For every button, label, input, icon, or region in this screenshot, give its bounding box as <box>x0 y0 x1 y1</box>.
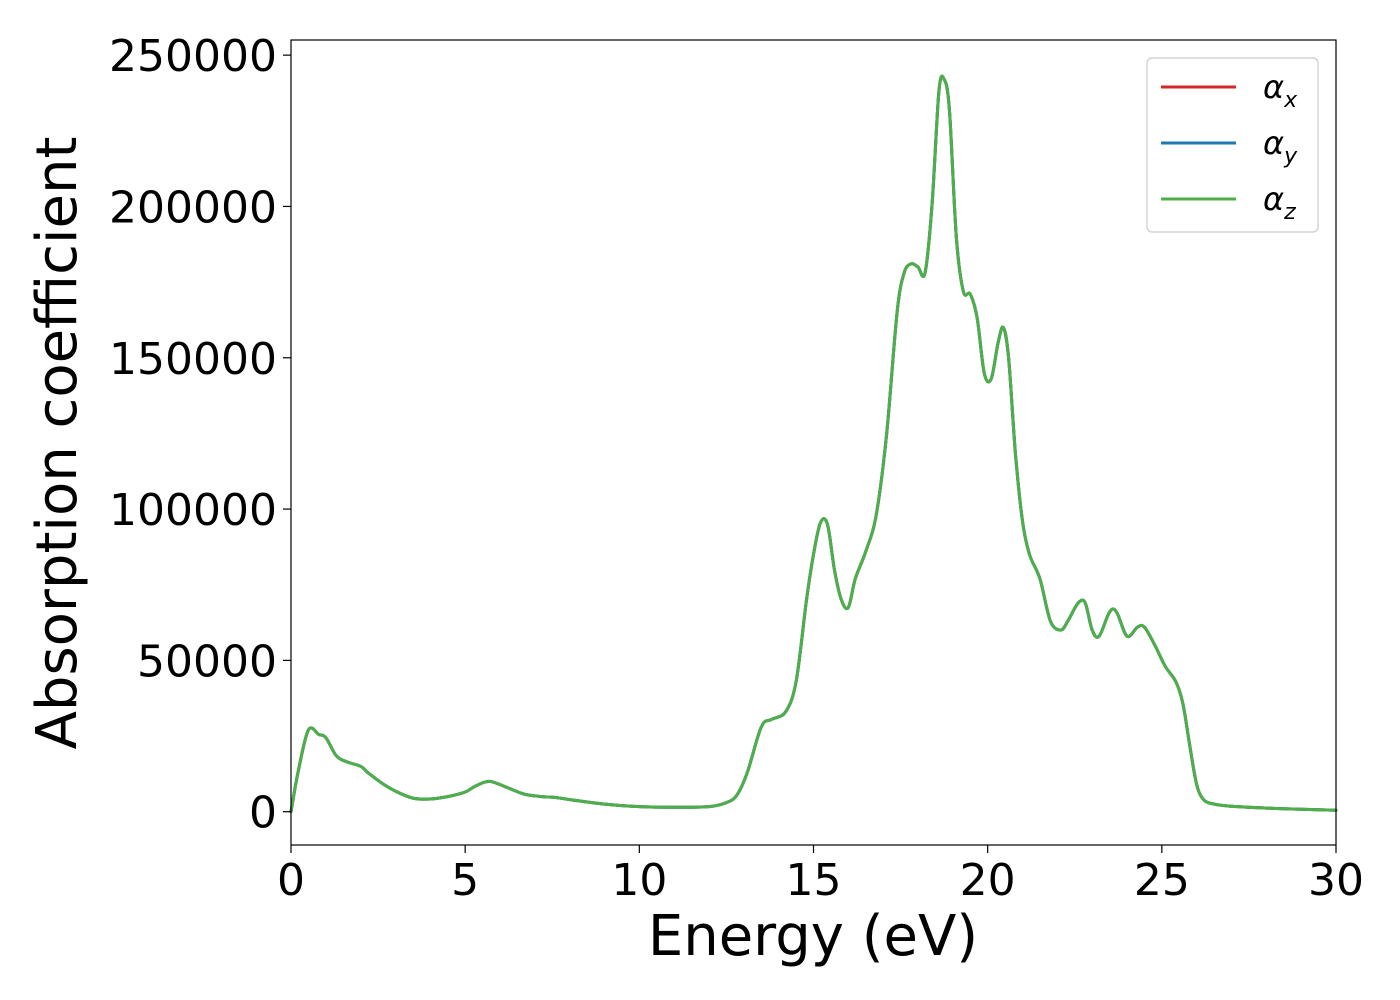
y-tick-label: 250000 <box>109 31 277 82</box>
y-tick-label: 100000 <box>109 485 277 536</box>
x-tick-label: 20 <box>960 855 1016 906</box>
y-axis: 0 50000 100000 150000 200000 250000 <box>109 31 291 839</box>
x-axis: 0 5 10 15 20 25 30 <box>277 845 1364 906</box>
x-tick-label: 0 <box>277 855 305 906</box>
legend-label-symbol: α <box>1263 180 1284 218</box>
legend-label-subscript: y <box>1283 144 1298 169</box>
series-line-alpha-z <box>289 74 1338 814</box>
legend-box <box>1146 57 1319 233</box>
y-tick-label: 150000 <box>109 334 277 385</box>
x-tick-label: 25 <box>1134 855 1190 906</box>
legend-label-alpha-x: αx <box>1263 68 1298 113</box>
legend-label-alpha-z: αz <box>1263 180 1296 225</box>
y-axis-label: Absorption coefficient <box>25 137 90 750</box>
y-tick-label: 200000 <box>109 182 277 233</box>
y-tick-label: 0 <box>249 788 277 839</box>
x-tick-label: 30 <box>1308 855 1364 906</box>
x-tick-label: 15 <box>786 855 842 906</box>
y-tick-label: 50000 <box>137 636 277 687</box>
x-tick-label: 10 <box>611 855 667 906</box>
series-layer <box>289 74 1338 814</box>
legend-label-subscript: x <box>1283 88 1298 113</box>
legend-label-symbol: α <box>1263 124 1284 162</box>
x-tick-label: 5 <box>451 855 479 906</box>
legend-label-alpha-y: αy <box>1263 124 1298 169</box>
x-axis-label: Energy (eV) <box>648 904 978 969</box>
legend-label-subscript: z <box>1283 200 1296 225</box>
legend-label-symbol: α <box>1263 68 1284 106</box>
